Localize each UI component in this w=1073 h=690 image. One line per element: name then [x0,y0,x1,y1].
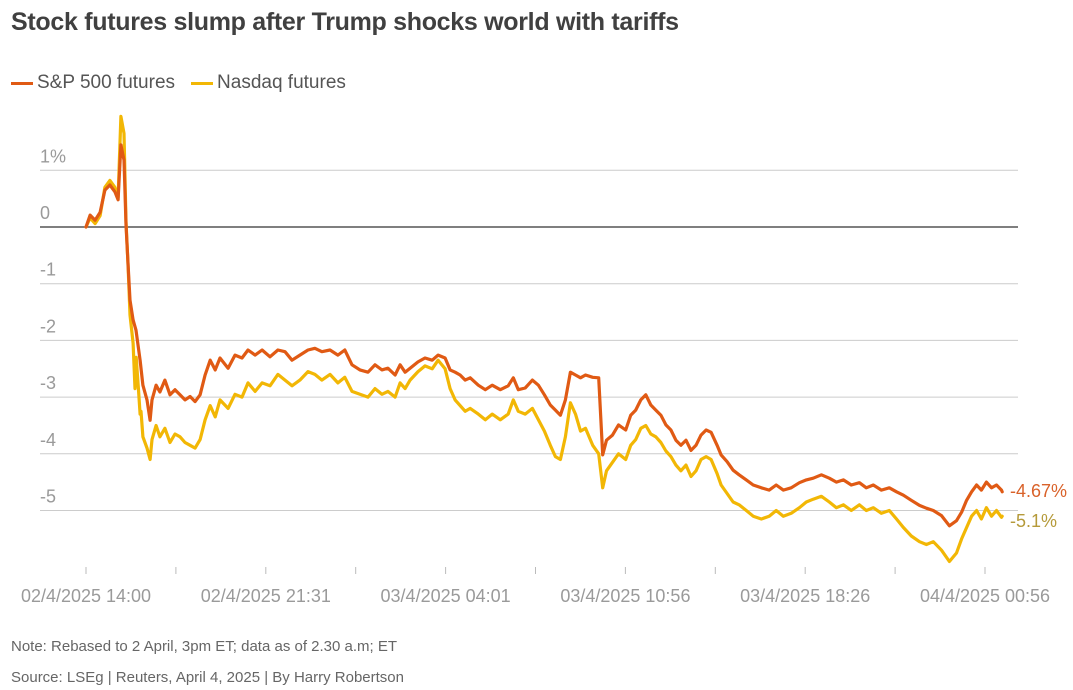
y-axis-labels: 1% 0 -1 -2 -3 -4 -5 [40,146,66,506]
x-tick-label: 03/4/2025 04:01 [381,586,511,606]
y-tick-label: -3 [40,373,56,393]
end-label-sp500: -4.67% [1010,481,1067,501]
x-tick-label: 02/4/2025 14:00 [21,586,151,606]
legend-item-nasdaq: Nasdaq futures [191,72,346,94]
series-line-nasdaq [84,114,1004,564]
legend-swatch-sp500 [11,81,33,85]
y-tick-label: 1% [40,146,66,166]
x-axis: 02/4/2025 14:00 02/4/2025 21:31 03/4/2025 … [21,567,1050,606]
series-lines [84,114,1004,564]
x-tick-label: 03/4/2025 18:26 [740,586,870,606]
chart-source: Source: LSEg | Reuters, April 4, 2025 | … [11,669,404,686]
y-tick-label: -1 [40,260,56,280]
chart-note: Note: Rebased to 2 April, 3pm ET; data a… [11,638,398,655]
legend-item-sp500: S&P 500 futures [11,72,175,94]
y-tick-label: -2 [40,316,56,336]
y-tick-label: -4 [40,430,56,450]
legend-label-nasdaq: Nasdaq futures [217,72,346,93]
x-tick-label: 02/4/2025 21:31 [201,586,331,606]
chart-title: Stock futures slump after Trump shocks w… [11,8,679,36]
legend: S&P 500 futures Nasdaq futures [11,72,362,94]
x-tick-label: 04/4/2025 00:56 [920,586,1050,606]
end-labels: -4.67% -5.1% [1010,481,1067,531]
y-tick-label: -5 [40,487,56,507]
y-tick-label: 0 [40,203,50,223]
end-label-nasdaq: -5.1% [1010,511,1057,531]
legend-label-sp500: S&P 500 futures [37,72,176,93]
x-tick-label: 03/4/2025 10:56 [560,586,690,606]
legend-swatch-nasdaq [191,81,214,85]
series-line-sp500 [84,143,1004,528]
gridlines [40,169,1018,511]
